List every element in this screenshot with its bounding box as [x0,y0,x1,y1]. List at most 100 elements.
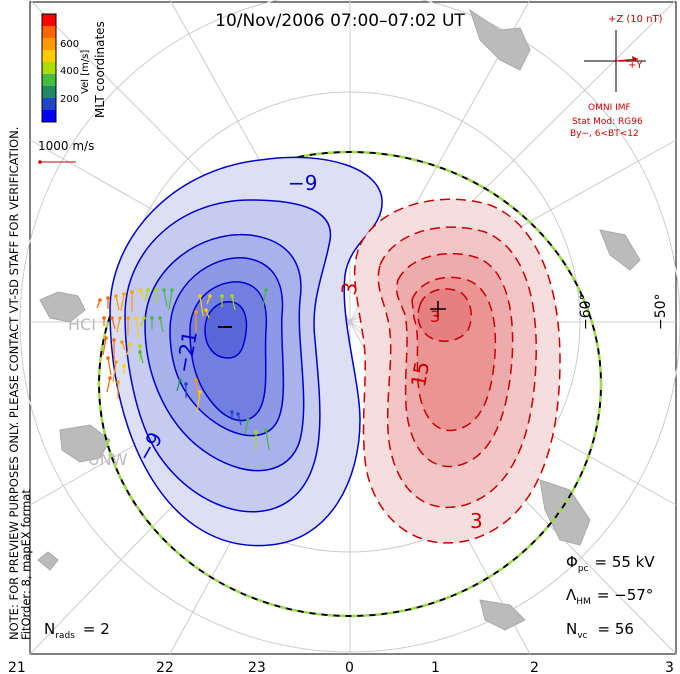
velocity-vector [237,413,242,426]
stat-value: = 2 [83,620,110,638]
mlt-tick-label: 0 [345,660,354,674]
imf-source: OMNI IMF [588,103,631,113]
velocity-vector [96,299,101,309]
velocity-vector [168,289,173,311]
velocity-vector [120,293,125,312]
contour-label: 3 [336,280,362,297]
colorbar-segment [42,50,56,62]
velocity-vector [144,289,149,302]
neg-contour-6 [204,301,248,359]
cross-polar-potential: Φpc = 55 kV [566,553,655,574]
velocity-vector [121,341,126,351]
colorbar-frame [41,13,57,123]
colorbar-segment [42,26,56,38]
verification-note: NOTE: FOR PREVIEW PURPOSES ONLY. PLEASE … [7,127,21,640]
velocity-vector [262,289,267,308]
vector-scale-label: 1000 m/s [38,139,94,153]
mlt-tick-label: 21 [8,660,26,674]
velocity-vectors [96,288,270,451]
site-label: UNW [88,450,128,469]
velocity-vector [244,419,249,435]
coastlines [37,8,641,631]
imf-clock: +Z (10 nT) +Y OMNI IMF Stat Mod: RG96 By… [570,14,663,139]
velocity-vector [139,289,144,299]
velocity-colorbar: 600 400 200 Vel [m/s] [41,13,91,123]
stat-model-condition: By−, 6<BT<12 [570,129,639,139]
vector-scale: 1000 m/s [38,139,94,164]
negative-potential-cell [109,156,383,547]
mlt-tick-label: 22 [156,660,174,674]
velocity-vector [111,317,116,330]
landmass [599,229,641,271]
colorbar-segment [42,98,56,110]
contour-label: 15 [406,360,434,389]
vector-count: Nvc = 56 [566,620,634,641]
colorbar-segment [42,86,56,98]
velocity-vector [112,361,117,383]
landmass [39,291,86,323]
stat-symbol: Φ [566,553,578,571]
velocity-vector [139,351,144,364]
colorbar-unit-label: Vel [m/s] [80,50,91,94]
velocity-vector [116,317,121,333]
velocity-vector [265,429,270,451]
velocity-vector [107,357,112,376]
imf-z-label: +Z (10 nT) [608,14,663,25]
mlt-tick-label: 3 [665,660,674,674]
velocity-vector [176,379,181,392]
colorbar-segment [42,62,56,74]
stat-model: Stat Mod: RG96 [572,117,643,127]
velocity-vector [102,337,107,356]
radar-count: Nrads = 2 [44,620,110,641]
colorbar-tick-label: 600 [60,39,79,50]
coordinate-system-label: MLT coordinates [93,21,107,118]
stat-subscript: pc [578,564,589,574]
velocity-vector [126,343,131,356]
statistics: Φpc = 55 kV ΛHM = −57° Nvc = 56 Nrads = 2 [44,553,655,641]
stat-value: = 56 [598,620,634,638]
stat-value: = 55 kV [594,553,655,571]
page-title: 10/Nov/2006 07:00–07:02 UT [215,11,465,31]
colorbar-tick-label: 400 [60,66,79,77]
hm-boundary [97,150,603,618]
landmass [469,8,531,71]
imf-vector-arrowhead [632,56,638,62]
velocity-vector [106,377,111,393]
velocity-vector [206,295,211,305]
plot-frame [29,1,677,655]
stat-subscript: vc [577,631,587,641]
latitude-label: −60° [578,293,594,330]
pos-contour-5 [417,288,473,342]
stat-value: = −57° [597,586,654,604]
contour-label: 3 [430,307,440,326]
stat-symbol: N [566,620,577,638]
colorbar-segment [42,110,56,122]
positive-potential-cell [353,198,561,544]
contour-label: 3 [470,509,483,533]
velocity-vector [135,317,140,339]
stat-subscript: HM [576,597,591,607]
mlt-tick-label: 2 [530,660,539,674]
velocity-vector [115,295,120,311]
velocity-vector [196,391,201,413]
mlt-tick-label: 1 [431,660,440,674]
velocity-vector [195,379,200,398]
velocity-vector [205,309,210,319]
imf-y-label: +Y [628,60,643,71]
stat-subscript: rads [55,631,75,641]
landmass [59,424,111,463]
stat-symbol: N [44,620,55,638]
colorbar-segment [42,14,56,26]
colorbar-tick-label: 200 [60,94,79,105]
velocity-vector [140,317,145,327]
vector-scale-origin [38,160,42,164]
colorbar-segment [42,38,56,50]
stat-symbol: Λ [566,586,577,604]
velocity-vector [231,295,236,311]
velocity-vector [163,289,168,308]
latitude-label: −50° [653,293,669,330]
mlt-axis: 21 22 23 0 1 2 3 [8,660,674,674]
landmass [479,599,526,631]
